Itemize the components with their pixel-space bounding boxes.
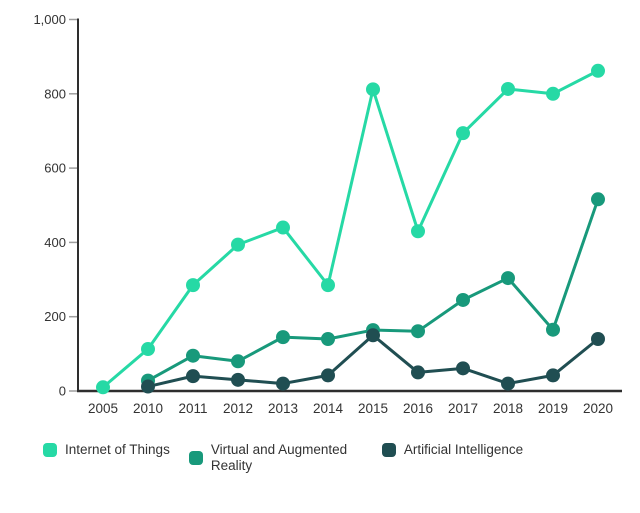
- data-point: [366, 328, 380, 343]
- x-axis-label: 2018: [493, 401, 523, 416]
- data-point: [231, 354, 245, 369]
- data-point: [501, 376, 515, 391]
- data-point: [366, 82, 380, 97]
- y-axis-label: 600: [44, 161, 66, 176]
- x-axis-label: 2012: [223, 401, 253, 416]
- x-axis-label: 2015: [358, 401, 388, 416]
- data-point: [546, 86, 560, 101]
- legend-item-internet-of-things: Internet of Things: [43, 442, 170, 458]
- series-line: [101, 69, 600, 389]
- x-axis-label: 2010: [133, 401, 163, 416]
- data-point: [456, 126, 470, 141]
- legend-swatch-virtual-and-augmented-reality: [188, 451, 203, 466]
- data-point: [501, 271, 515, 286]
- data-point: [276, 220, 290, 235]
- legend-item-artificial-intelligence: Artificial Intelligence: [381, 442, 524, 458]
- x-axis-label: 2019: [538, 401, 568, 416]
- y-axis-label: 0: [59, 384, 66, 399]
- x-axis-label: 2011: [178, 401, 207, 416]
- data-point: [186, 369, 200, 384]
- series-line: [146, 197, 600, 383]
- series-line: [146, 333, 600, 389]
- x-axis-label: 2017: [448, 401, 478, 416]
- data-point: [186, 278, 200, 293]
- data-point: [141, 379, 155, 394]
- data-point: [231, 237, 245, 252]
- data-point: [411, 324, 425, 339]
- data-point: [321, 331, 335, 346]
- legend-label: Internet of Things: [65, 442, 170, 457]
- legend-swatch-internet-of-things: [43, 443, 57, 458]
- data-point: [501, 81, 515, 96]
- chart-legend: Internet of Things Virtual and Augmented…: [43, 442, 523, 475]
- data-point: [456, 361, 470, 376]
- legend-item-virtual-and-augmented-reality: Virtual and Augmented Reality: [188, 442, 363, 475]
- data-point: [276, 330, 290, 345]
- data-point: [411, 224, 425, 239]
- legend-label: Artificial Intelligence: [403, 442, 524, 457]
- line-chart: 0 200 400 600 800 1,000 2005 2010 2011 2012 2013 20…: [33, 12, 622, 416]
- x-axis-label: 2016: [403, 401, 433, 416]
- data-point: [186, 348, 200, 363]
- data-point: [96, 380, 110, 395]
- data-point: [141, 342, 155, 357]
- y-axis-label: 400: [44, 235, 66, 250]
- data-point: [591, 63, 605, 78]
- y-axis-label: 800: [44, 86, 66, 101]
- data-point: [411, 365, 425, 380]
- x-axis-label: 2020: [583, 401, 613, 416]
- y-axis-label: 200: [44, 309, 66, 324]
- data-point: [321, 278, 335, 293]
- data-point: [456, 292, 470, 307]
- legend-label: Virtual and Augmented Reality: [210, 442, 348, 474]
- data-point: [546, 322, 560, 337]
- x-axis-label: 2005: [88, 401, 118, 416]
- y-axis-label: 1,000: [33, 12, 66, 27]
- data-point: [231, 372, 245, 387]
- x-axis-label: 2013: [268, 401, 298, 416]
- data-point: [591, 331, 605, 346]
- data-point: [546, 368, 560, 383]
- x-axis-label: 2014: [313, 401, 344, 416]
- data-point: [321, 368, 335, 383]
- data-point: [591, 192, 605, 207]
- legend-swatch-artificial-intelligence: [381, 443, 396, 458]
- data-point: [276, 376, 290, 391]
